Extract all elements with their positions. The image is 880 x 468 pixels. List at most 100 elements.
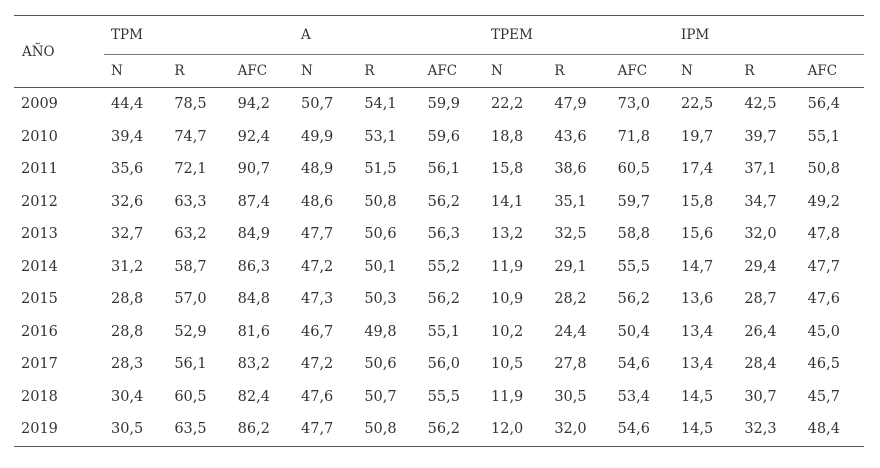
value-cell: 71,8 [617,128,650,145]
value-cell: 55,1 [807,128,840,145]
value-cell: 47,9 [554,96,587,113]
value-cell: 10,5 [491,356,524,373]
subheader-afc: AFC [420,54,484,88]
value-cell: 39,7 [744,128,777,145]
value-cell: 63,3 [174,193,207,210]
year-cell: 2011 [21,161,58,178]
value-cell: 24,4 [554,323,587,340]
subheader-r: R [357,54,421,88]
value-cell: 56,3 [427,226,460,243]
value-cell: 13,4 [681,323,714,340]
value-cell: 47,6 [807,291,840,308]
value-cell: 50,8 [357,413,421,447]
value-cell: 28,8 [111,323,144,340]
value-cell: 54,6 [610,413,674,447]
value-cell: 35,1 [554,193,587,210]
year-cell: 2019 [14,413,104,447]
year-cell: 2016 [21,323,58,340]
year-cell: 2017 [21,356,58,373]
year-cell: 2009 [21,96,58,113]
value-cell: 50,1 [364,258,397,275]
value-cell: 49,8 [364,323,397,340]
value-cell: 63,2 [174,226,207,243]
table-row: 2015 28,8 57,0 84,8 47,3 50,3 56,2 10,9 28,2 56,2… [14,283,864,316]
value-cell: 57,0 [174,291,207,308]
value-cell: 29,4 [744,258,777,275]
value-cell: 50,8 [807,161,840,178]
value-cell: 47,8 [807,226,840,243]
year-cell: 2010 [21,128,58,145]
table-row: 2013 32,7 63,2 84,9 47,7 50,6 56,3 13,2 32,5 58,8… [14,218,864,251]
value-cell: 86,2 [230,413,294,447]
value-cell: 50,8 [364,193,397,210]
value-cell: 49,2 [807,193,840,210]
table-row: 2010 39,4 74,7 92,4 49,9 53,1 59,6 18,8 43,6 71,8… [14,121,864,154]
value-cell: 17,4 [681,161,714,178]
table-header: AÑO TPM A TPEM IPM N R AFC N R AFC N R AFC N R AFC [14,15,864,88]
value-cell: 54,1 [364,96,397,113]
value-cell: 28,7 [744,291,777,308]
value-cell: 60,5 [174,388,207,405]
value-cell: 63,5 [167,413,231,447]
subheader-afc: AFC [800,54,864,88]
table-row: 2011 35,6 72,1 90,7 48,9 51,5 56,1 15,8 38,6 60,5… [14,153,864,186]
value-cell: 42,5 [744,96,777,113]
value-cell: 47,2 [301,258,334,275]
value-cell: 38,6 [554,161,587,178]
value-cell: 39,4 [111,128,144,145]
value-cell: 46,5 [807,356,840,373]
value-cell: 14,1 [491,193,524,210]
value-cell: 15,8 [681,193,714,210]
value-cell: 12,0 [484,413,548,447]
value-cell: 47,6 [301,388,334,405]
value-cell: 48,4 [800,413,864,447]
value-cell: 35,6 [111,161,144,178]
value-cell: 32,6 [111,193,144,210]
value-cell: 56,2 [420,413,484,447]
value-cell: 15,8 [491,161,524,178]
table-row: 2012 32,6 63,3 87,4 48,6 50,8 56,2 14,1 35,1 59,7… [14,186,864,219]
year-cell: 2013 [21,226,58,243]
year-cell: 2014 [21,258,58,275]
table-row: 2019 30,5 63,5 86,2 47,7 50,8 56,2 12,0 32,0 54,6… [14,413,864,447]
value-cell: 59,6 [427,128,460,145]
value-cell: 45,7 [807,388,840,405]
value-cell: 73,0 [617,96,650,113]
subheader-n: N [294,54,358,88]
value-cell: 92,4 [237,128,270,145]
value-cell: 22,2 [491,96,524,113]
value-cell: 32,3 [737,413,801,447]
value-cell: 34,7 [744,193,777,210]
value-cell: 50,4 [617,323,650,340]
table-row: 2014 31,2 58,7 86,3 47,2 50,1 55,2 11,9 29,1 55,5… [14,251,864,284]
value-cell: 50,7 [364,388,397,405]
value-cell: 30,5 [554,388,587,405]
value-cell: 82,4 [237,388,270,405]
value-cell: 30,4 [111,388,144,405]
value-cell: 47,7 [301,226,334,243]
value-cell: 56,2 [427,193,460,210]
year-cell: 2018 [21,388,58,405]
value-cell: 56,0 [427,356,460,373]
subheader-r: R [167,54,231,88]
value-cell: 50,6 [364,226,397,243]
data-table: AÑO TPM A TPEM IPM N R AFC N R AFC N R AFC N R AFC … [14,15,864,447]
value-cell: 51,5 [364,161,397,178]
value-cell: 26,4 [744,323,777,340]
value-cell: 55,2 [427,258,460,275]
subheader-afc: AFC [230,54,294,88]
value-cell: 55,5 [427,388,460,405]
value-cell: 28,3 [111,356,144,373]
value-cell: 14,5 [681,388,714,405]
table-body: 2009 44,4 78,5 94,2 50,7 54,1 59,9 22,2 47,9 73,0… [14,88,864,447]
value-cell: 22,5 [681,96,714,113]
value-cell: 13,4 [681,356,714,373]
group-header-ipm: IPM [674,15,864,55]
group-header-tpem: TPEM [484,15,674,55]
subheader-r: R [547,54,611,88]
value-cell: 56,2 [427,291,460,308]
value-cell: 55,5 [617,258,650,275]
value-cell: 48,6 [301,193,334,210]
value-cell: 50,7 [301,96,334,113]
value-cell: 47,2 [301,356,334,373]
